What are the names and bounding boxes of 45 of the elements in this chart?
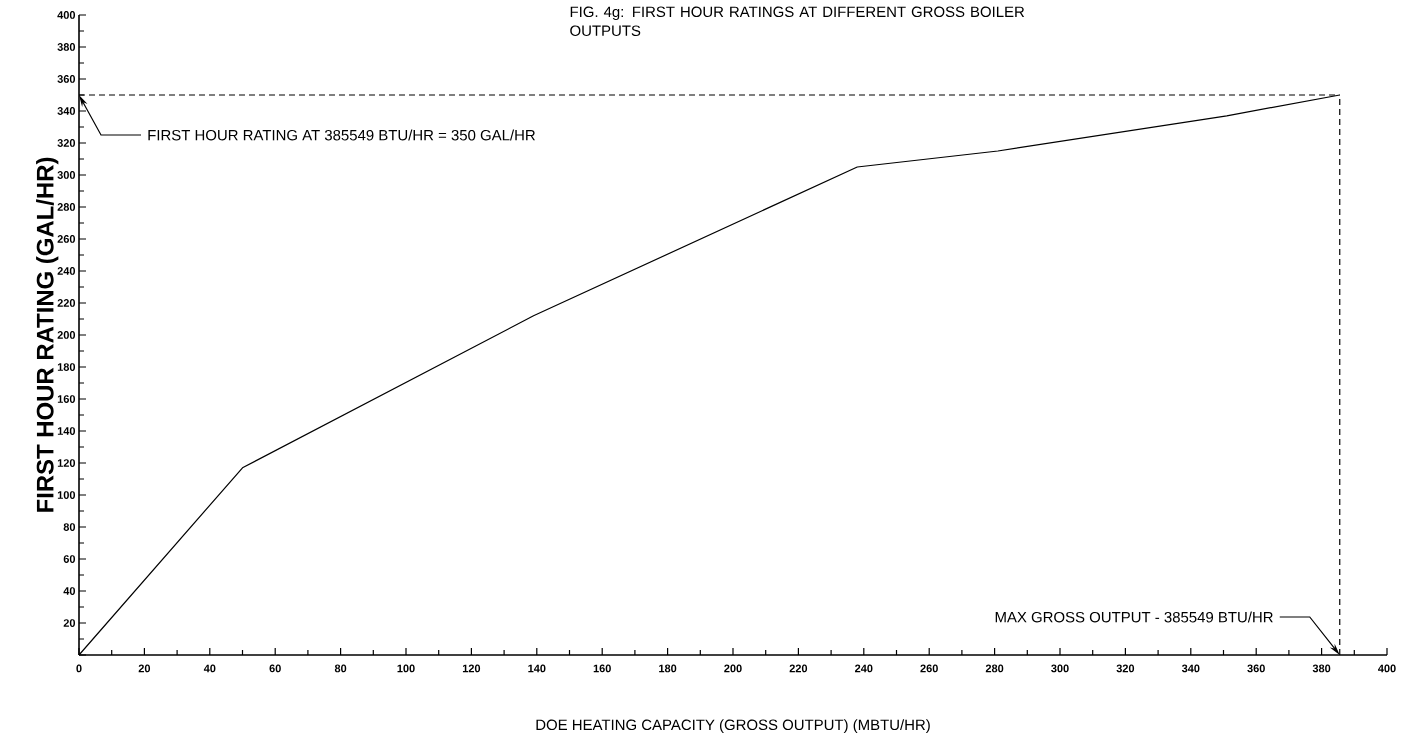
- y-tick-label: 400: [57, 11, 76, 19]
- y-tick-label: 240: [57, 267, 76, 275]
- y-tick-label: 160: [57, 395, 76, 403]
- x-tick-label: 240: [855, 664, 873, 673]
- y-tick-label: 180: [57, 363, 76, 371]
- y-tick-label: 220: [57, 299, 76, 307]
- annotation: MAX GROSS OUTPUT - 385549 BTU/HR: [995, 611, 1273, 623]
- x-tick-label: 60: [269, 664, 281, 673]
- x-tick-label: 0: [76, 664, 82, 673]
- x-tick-label: 380: [1312, 664, 1331, 673]
- x-tick-label: 120: [462, 664, 481, 673]
- x-tick-label: 180: [659, 664, 677, 673]
- y-tick-label: 120: [57, 459, 76, 467]
- x-tick-label: 40: [203, 664, 216, 673]
- y-tick-label: 340: [57, 107, 76, 115]
- x-tick-label: 20: [138, 664, 151, 673]
- y-tick-label: 280: [57, 203, 76, 211]
- x-tick-label: 140: [528, 664, 546, 673]
- x-tick-label: 220: [789, 664, 808, 673]
- x-tick-label: 360: [1247, 664, 1265, 673]
- x-tick-label: 340: [1181, 664, 1200, 673]
- y-tick-label: 200: [57, 331, 76, 339]
- x-tick-label: 160: [593, 664, 611, 673]
- y-tick-label: 100: [57, 491, 76, 499]
- y-tick-label: 40: [63, 587, 76, 595]
- x-tick-label: 280: [985, 664, 1004, 673]
- y-tick-label: 360: [57, 75, 76, 83]
- x-tick-label: 100: [397, 664, 415, 673]
- y-tick-label: 20: [63, 619, 76, 627]
- y-tick-label: 140: [57, 427, 76, 435]
- x-tick-label: 300: [1051, 664, 1069, 673]
- annotation: FIRST HOUR RATING AT 385549 BTU/HR = 350 GAL/HR: [148, 129, 535, 141]
- y-tick-label: 60: [63, 555, 76, 563]
- chart-title: FIG. 4g: FIRST HOUR RATINGS AT DIFFERENT GROSS BOILER OUTPUTS: [570, 6, 1025, 37]
- x-tick-label: 200: [724, 664, 742, 673]
- y-tick-label: 300: [57, 171, 76, 179]
- x-tick-label: 80: [334, 664, 347, 673]
- y-tick-label: 380: [57, 43, 76, 51]
- y-tick-label: 80: [63, 523, 76, 531]
- y-tick-label: 320: [57, 139, 76, 147]
- x-tick-label: 320: [1116, 664, 1135, 673]
- y-tick-label: 260: [57, 235, 76, 243]
- x-tick-label: 400: [1378, 664, 1396, 673]
- x-axis-title: DOE HEATING CAPACITY (GROSS OUTPUT) (MBTU/HR): [536, 719, 930, 734]
- x-tick-label: 260: [920, 664, 938, 673]
